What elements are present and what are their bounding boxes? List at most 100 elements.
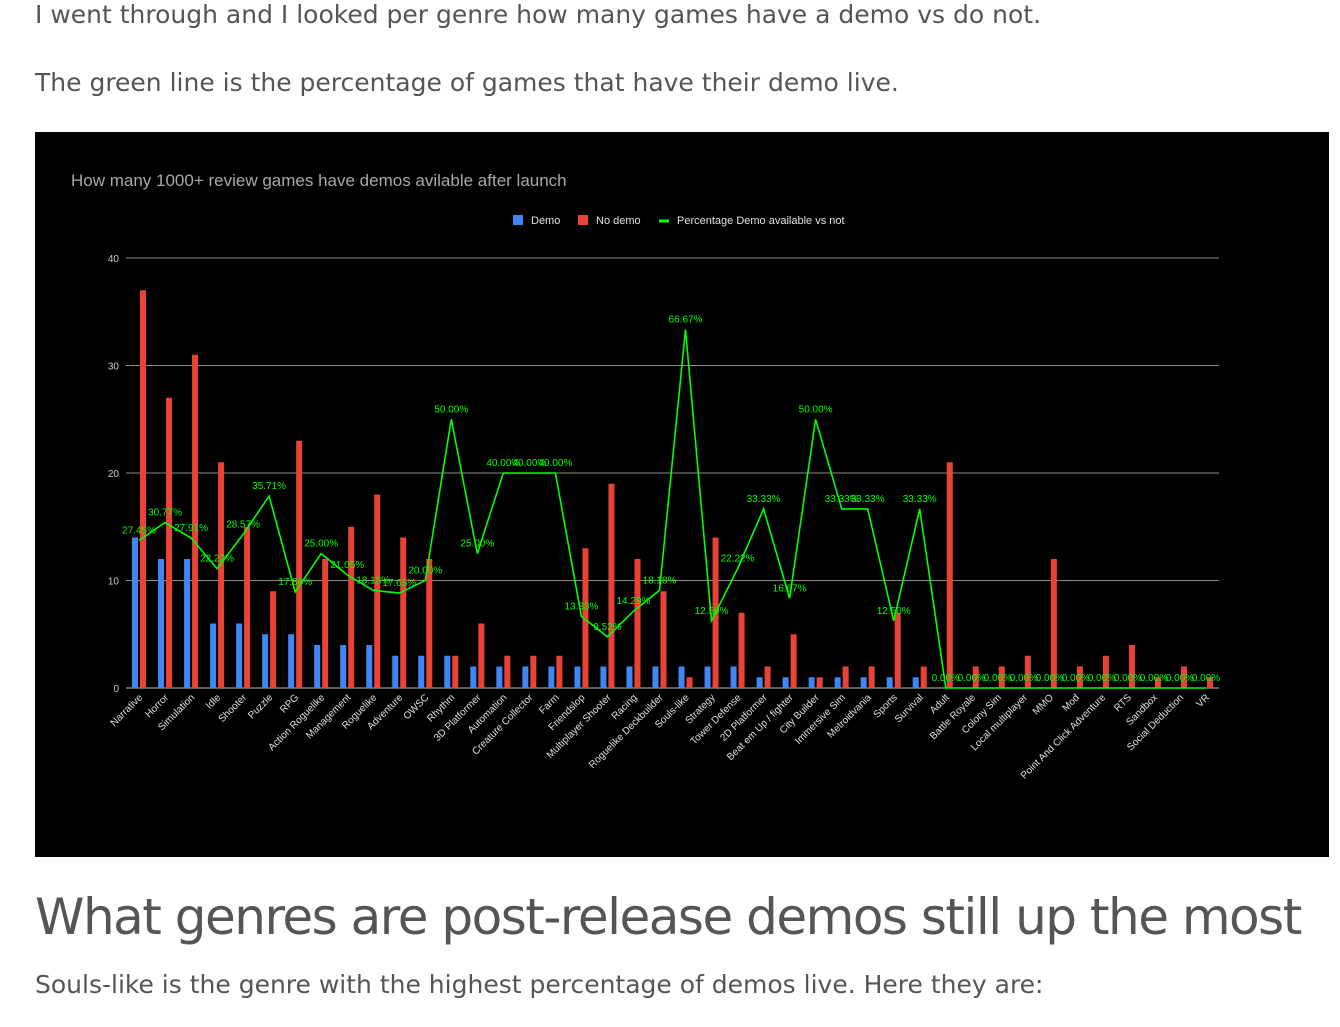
bar-no-demo	[504, 655, 511, 688]
bar-demo	[288, 634, 295, 688]
outro-paragraph: Souls-like is the genre with the highest…	[35, 970, 1044, 999]
percentage-data-label: 0.00%	[958, 673, 986, 684]
bar-no-demo	[894, 612, 901, 688]
bar-demo	[730, 666, 737, 688]
legend-swatch-demo	[513, 215, 523, 225]
y-tick-label: 10	[108, 577, 120, 588]
bar-no-demo	[998, 666, 1005, 688]
bar-demo	[158, 559, 165, 688]
bar-no-demo	[166, 397, 173, 688]
percentage-data-label: 13.33%	[564, 601, 598, 612]
bar-no-demo	[218, 462, 225, 688]
percentage-data-label: 17.86%	[278, 577, 312, 588]
percentage-data-label: 28.57%	[226, 519, 260, 530]
percentage-data-label: 30.77%	[148, 508, 182, 519]
bar-no-demo	[348, 526, 355, 688]
bar-no-demo	[322, 559, 329, 688]
percentage-data-label: 14.29%	[617, 596, 651, 607]
percentage-line	[138, 329, 1206, 689]
bar-demo	[574, 666, 581, 688]
percentage-data-label: 50.00%	[434, 404, 468, 415]
percentage-data-label: 9.52%	[593, 622, 621, 633]
legend-label-no-demo: No demo	[596, 215, 641, 227]
bar-demo	[132, 537, 139, 688]
bar-demo	[860, 677, 867, 688]
bar-demo	[678, 666, 685, 688]
percentage-data-label: 33.33%	[747, 494, 781, 505]
bar-no-demo	[1024, 655, 1031, 688]
category-label: RPG	[278, 692, 301, 715]
bar-no-demo	[790, 634, 797, 688]
percentage-data-label: 33.33%	[851, 494, 885, 505]
percentage-data-label: 18.18%	[643, 575, 677, 586]
bar-no-demo	[1128, 645, 1135, 688]
chart-canvas: How many 1000+ review games have demos a…	[71, 171, 1220, 781]
percentage-data-label: 20.00%	[408, 566, 442, 577]
category-label: Mod	[1060, 692, 1082, 714]
percentage-data-label: 12.50%	[695, 606, 729, 617]
bar-no-demo	[1076, 666, 1083, 688]
bar-demo	[340, 645, 347, 688]
bar-no-demo	[868, 666, 875, 688]
bar-demo	[470, 666, 477, 688]
category-label: Puzzle	[246, 692, 275, 721]
percentage-data-label: 33.33%	[903, 494, 937, 505]
bar-no-demo	[842, 666, 849, 688]
percentage-data-label: 18.18%	[356, 575, 390, 586]
bar-demo	[210, 623, 217, 688]
bar-demo	[444, 655, 451, 688]
bar-demo	[184, 559, 191, 688]
bar-no-demo	[296, 440, 303, 688]
percentage-data-label: 0.00%	[1036, 673, 1064, 684]
bar-no-demo	[192, 354, 199, 688]
percentage-data-label: 0.00%	[1140, 673, 1168, 684]
y-tick-label: 20	[108, 469, 120, 480]
percentage-data-label: 22.22%	[200, 554, 234, 565]
bar-no-demo	[972, 666, 979, 688]
bar-no-demo	[140, 290, 147, 688]
bar-no-demo	[426, 559, 433, 688]
bar-no-demo	[478, 623, 485, 688]
bar-demo	[314, 645, 321, 688]
bar-demo	[652, 666, 659, 688]
category-label: RTS	[1112, 692, 1134, 714]
intro-paragraph-1: I went through and I looked per genre ho…	[35, 0, 1042, 29]
bar-no-demo	[660, 591, 667, 688]
bar-no-demo	[1180, 666, 1187, 688]
percentage-data-label: 27.91%	[174, 523, 208, 534]
percentage-data-label: 0.00%	[1062, 673, 1090, 684]
bar-demo	[808, 677, 815, 688]
bar-no-demo	[530, 655, 537, 688]
percentage-data-label: 17.65%	[382, 578, 416, 589]
bar-no-demo	[1154, 677, 1161, 688]
bar-no-demo	[946, 462, 953, 688]
bar-no-demo	[634, 559, 641, 688]
percentage-data-label: 21.05%	[330, 560, 364, 571]
category-label: Adult	[928, 692, 952, 716]
percentage-data-label: 50.00%	[799, 404, 833, 415]
percentage-data-label: 0.00%	[1166, 673, 1194, 684]
genre-demo-chart: How many 1000+ review games have demos a…	[35, 132, 1329, 857]
bar-demo	[262, 634, 269, 688]
intro-paragraph-2: The green line is the percentage of game…	[35, 68, 899, 97]
percentage-data-label: 40.00%	[512, 458, 546, 469]
legend-label-demo: Demo	[531, 215, 560, 227]
legend-label-percentage: Percentage Demo available vs not	[677, 215, 845, 227]
bar-demo	[366, 645, 373, 688]
percentage-data-label: 25.00%	[460, 539, 494, 550]
category-label: Survival	[893, 692, 926, 725]
bar-demo	[704, 666, 711, 688]
y-tick-label: 40	[108, 254, 120, 265]
bar-no-demo	[686, 677, 693, 688]
percentage-data-label: 0.00%	[1192, 673, 1220, 684]
y-tick-label: 30	[108, 362, 120, 373]
bar-demo	[626, 666, 633, 688]
percentage-data-label: 0.00%	[1088, 673, 1116, 684]
percentage-data-label: 12.50%	[877, 606, 911, 617]
bar-no-demo	[582, 548, 589, 688]
category-label: Shooter	[217, 692, 250, 725]
percentage-data-label: 0.00%	[932, 673, 960, 684]
bar-demo	[600, 666, 607, 688]
bar-demo	[236, 623, 243, 688]
bar-demo	[756, 677, 763, 688]
